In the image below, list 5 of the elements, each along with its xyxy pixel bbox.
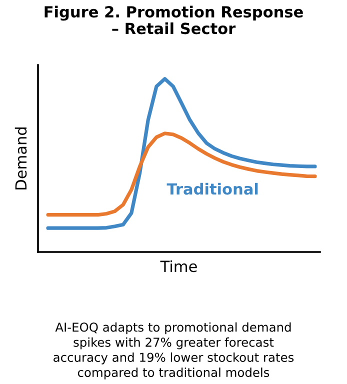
chart-title: Figure 2. Promotion Response – Retail Sector bbox=[44, 6, 303, 34]
text: AI-EOQ adapts to promotional demand spikes with 27% greater forecast accuracy and 19% lower stockout rates compared to traditional models bbox=[54, 322, 294, 380]
y-axis-title: Demand bbox=[14, 127, 27, 190]
x-axis-title: Time bbox=[160, 260, 197, 272]
series-label: Traditional bbox=[166, 182, 258, 195]
